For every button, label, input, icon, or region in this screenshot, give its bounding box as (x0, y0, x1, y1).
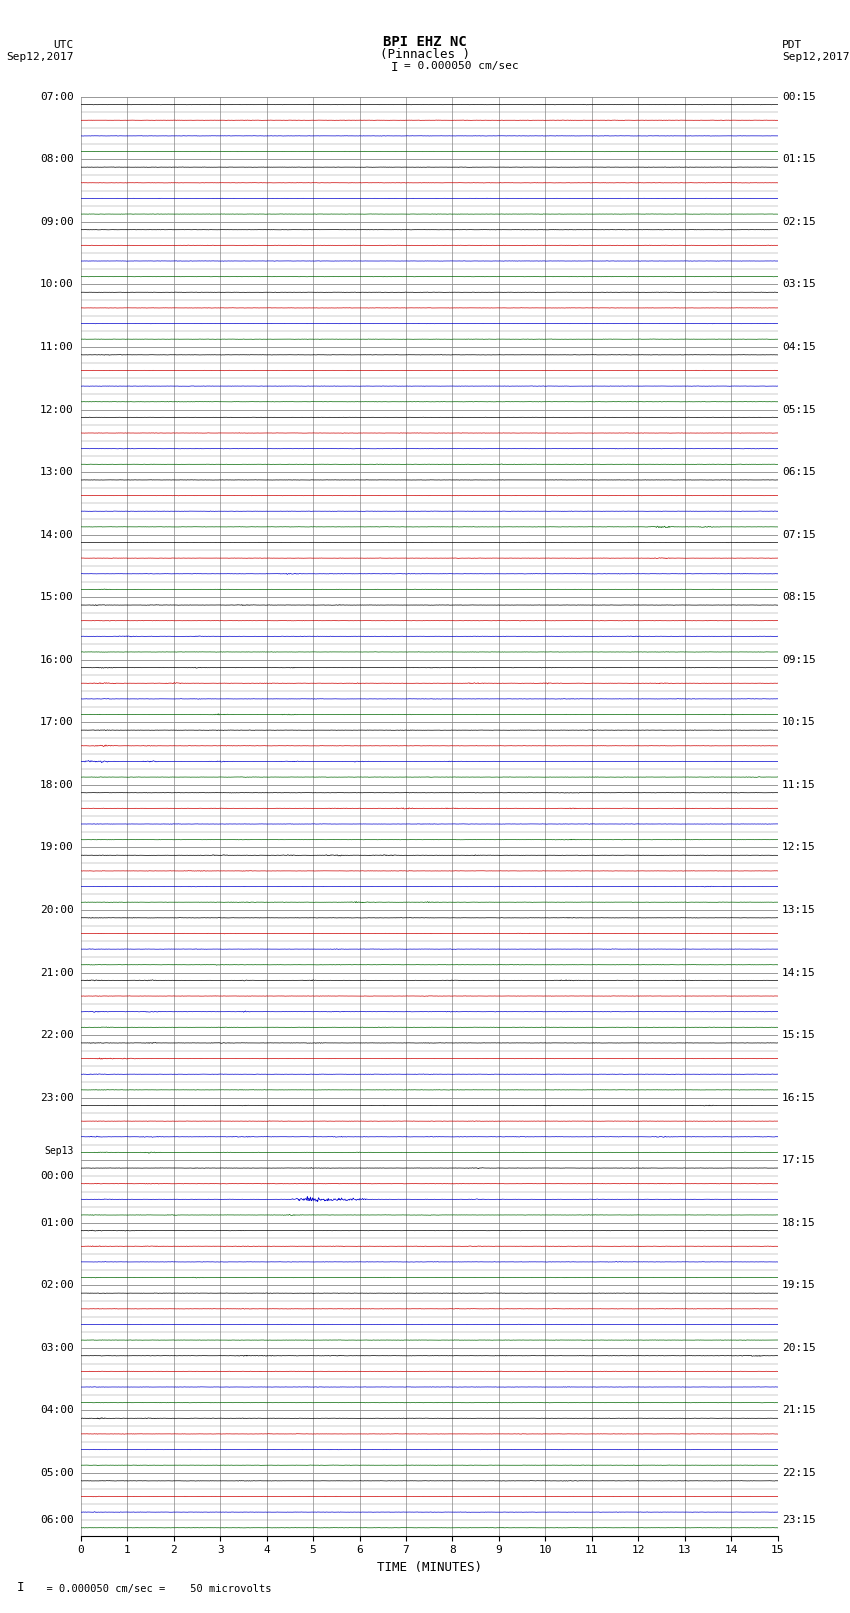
Text: 20:15: 20:15 (782, 1344, 816, 1353)
Text: 18:15: 18:15 (782, 1218, 816, 1227)
Text: 10:00: 10:00 (40, 279, 74, 289)
Text: 13:15: 13:15 (782, 905, 816, 915)
Text: BPI EHZ NC: BPI EHZ NC (383, 35, 467, 50)
Text: 20:00: 20:00 (40, 905, 74, 915)
Text: 01:00: 01:00 (40, 1218, 74, 1227)
Text: 21:15: 21:15 (782, 1405, 816, 1416)
Text: 16:15: 16:15 (782, 1092, 816, 1103)
Text: 15:15: 15:15 (782, 1031, 816, 1040)
Text: 02:00: 02:00 (40, 1281, 74, 1290)
Text: I: I (391, 61, 399, 74)
Text: 17:15: 17:15 (782, 1155, 816, 1165)
Text: 01:15: 01:15 (782, 155, 816, 165)
Text: 04:00: 04:00 (40, 1405, 74, 1416)
Text: PDT: PDT (782, 40, 802, 50)
Text: (Pinnacles ): (Pinnacles ) (380, 48, 470, 61)
Text: Sep13: Sep13 (44, 1145, 74, 1155)
Text: 05:00: 05:00 (40, 1468, 74, 1478)
Text: 06:15: 06:15 (782, 468, 816, 477)
Text: 19:15: 19:15 (782, 1281, 816, 1290)
Text: 09:15: 09:15 (782, 655, 816, 665)
Text: 22:15: 22:15 (782, 1468, 816, 1478)
Text: 13:00: 13:00 (40, 468, 74, 477)
Text: UTC: UTC (54, 40, 74, 50)
Text: 11:15: 11:15 (782, 781, 816, 790)
Text: 08:15: 08:15 (782, 592, 816, 602)
Text: 07:00: 07:00 (40, 92, 74, 102)
Text: 18:00: 18:00 (40, 781, 74, 790)
Text: 12:15: 12:15 (782, 842, 816, 852)
Text: 11:00: 11:00 (40, 342, 74, 352)
Text: 12:00: 12:00 (40, 405, 74, 415)
Text: 07:15: 07:15 (782, 529, 816, 540)
Text: = 0.000050 cm/sec =    50 microvolts: = 0.000050 cm/sec = 50 microvolts (34, 1584, 271, 1594)
Text: 03:15: 03:15 (782, 279, 816, 289)
Text: 00:00: 00:00 (40, 1171, 74, 1181)
Text: 15:00: 15:00 (40, 592, 74, 602)
Text: 06:00: 06:00 (40, 1515, 74, 1524)
Text: = 0.000050 cm/sec: = 0.000050 cm/sec (404, 61, 518, 71)
Text: 17:00: 17:00 (40, 718, 74, 727)
Text: 00:15: 00:15 (782, 92, 816, 102)
Text: 16:00: 16:00 (40, 655, 74, 665)
Text: 08:00: 08:00 (40, 155, 74, 165)
Text: 14:15: 14:15 (782, 968, 816, 977)
Text: 04:15: 04:15 (782, 342, 816, 352)
Text: 14:00: 14:00 (40, 529, 74, 540)
X-axis label: TIME (MINUTES): TIME (MINUTES) (377, 1561, 482, 1574)
Text: Sep12,2017: Sep12,2017 (782, 52, 849, 61)
Text: Sep12,2017: Sep12,2017 (7, 52, 74, 61)
Text: 02:15: 02:15 (782, 216, 816, 227)
Text: 19:00: 19:00 (40, 842, 74, 852)
Text: 09:00: 09:00 (40, 216, 74, 227)
Text: 22:00: 22:00 (40, 1031, 74, 1040)
Text: 05:15: 05:15 (782, 405, 816, 415)
Text: 23:00: 23:00 (40, 1092, 74, 1103)
Text: 23:15: 23:15 (782, 1515, 816, 1524)
Text: 10:15: 10:15 (782, 718, 816, 727)
Text: I: I (17, 1581, 25, 1594)
Text: 21:00: 21:00 (40, 968, 74, 977)
Text: 03:00: 03:00 (40, 1344, 74, 1353)
